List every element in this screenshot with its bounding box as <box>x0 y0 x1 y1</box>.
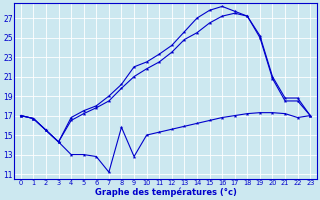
X-axis label: Graphe des températures (°c): Graphe des températures (°c) <box>95 187 236 197</box>
